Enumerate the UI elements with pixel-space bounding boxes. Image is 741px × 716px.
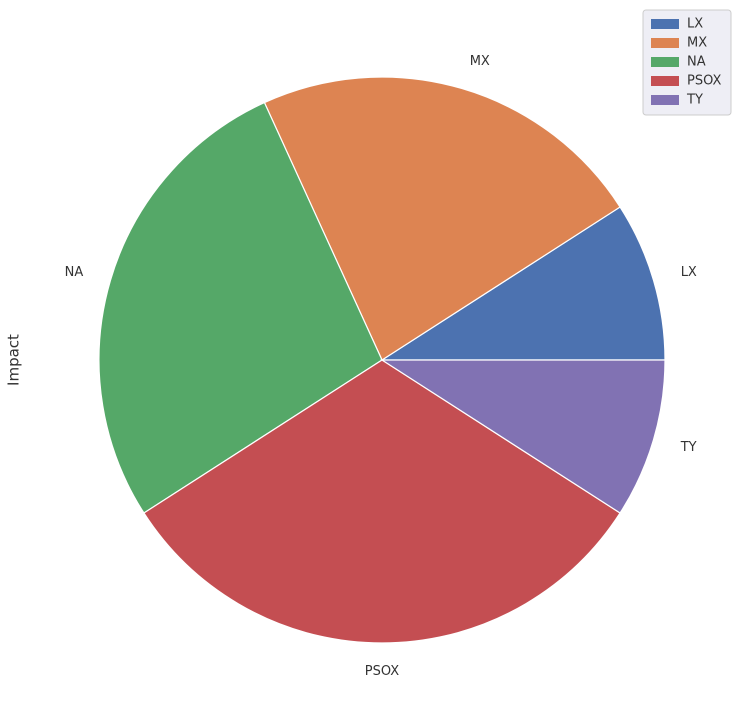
legend-box xyxy=(642,9,732,116)
legend-label: MX xyxy=(687,36,707,51)
slice-label: TY xyxy=(680,440,697,455)
slice-label: NA xyxy=(65,265,84,280)
legend-swatch xyxy=(651,38,679,48)
legend-swatch xyxy=(651,76,679,86)
y-axis-label: Impact xyxy=(5,334,23,386)
legend-swatch xyxy=(651,19,679,29)
pie-slice xyxy=(98,101,383,514)
pie-slice xyxy=(379,206,666,361)
pie-slice xyxy=(379,359,666,514)
legend-label: TY xyxy=(686,93,703,108)
slice-label: PSOX xyxy=(365,664,399,679)
legend-label: PSOX xyxy=(687,74,721,89)
legend-label: NA xyxy=(687,55,706,70)
pie-slice xyxy=(263,76,621,361)
slice-label: MX xyxy=(470,54,490,69)
legend: LX MX NA PSOX TY xyxy=(642,9,732,116)
legend-swatch xyxy=(651,57,679,67)
pie-slice xyxy=(143,359,621,644)
slice-label: LX xyxy=(681,265,697,280)
legend-label: LX xyxy=(687,17,703,32)
legend-swatch xyxy=(651,95,679,105)
